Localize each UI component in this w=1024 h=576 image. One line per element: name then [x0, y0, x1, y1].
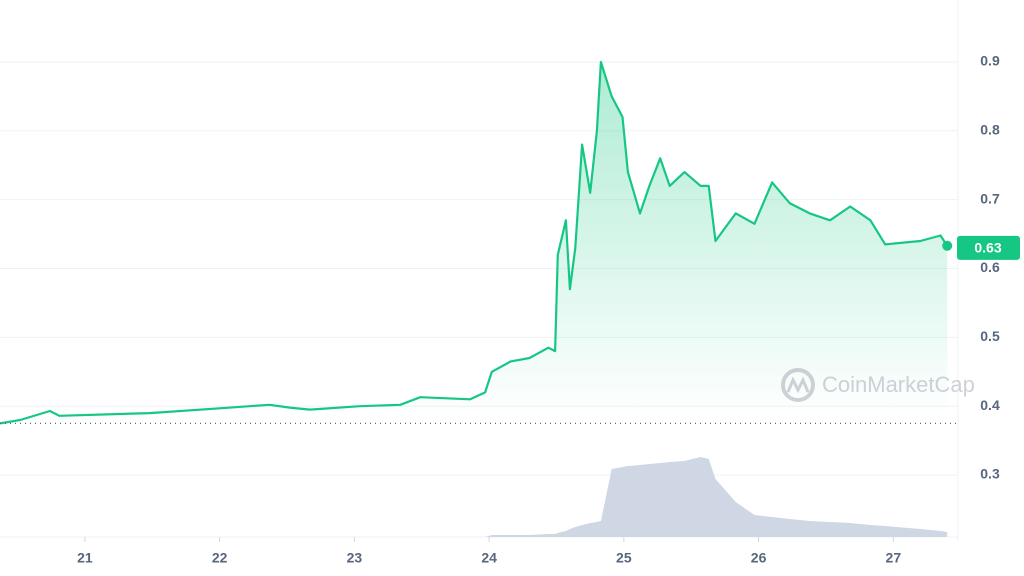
price-end-dot — [942, 240, 953, 251]
y-tick-label: 0.4 — [980, 397, 1000, 413]
price-area — [0, 62, 948, 537]
watermark-logo-mark — [786, 376, 810, 394]
y-tick-label: 0.7 — [980, 190, 1000, 206]
y-tick-label: 0.9 — [980, 53, 1000, 69]
watermark: CoinMarketCap — [781, 368, 975, 402]
x-tick-label: 25 — [616, 550, 632, 566]
watermark-text: CoinMarketCap — [822, 372, 975, 397]
x-tick-label: 21 — [77, 550, 93, 566]
x-tick-label: 22 — [212, 550, 228, 566]
price-line — [0, 60, 949, 425]
x-tick-label: 27 — [886, 550, 902, 566]
x-tick-label: 26 — [751, 550, 767, 566]
price-badge — [957, 235, 1020, 260]
y-tick-label: 0.3 — [980, 466, 1000, 482]
watermark-logo — [781, 368, 815, 402]
volume-area — [0, 457, 948, 537]
y-tick-label: 0.6 — [980, 259, 1000, 275]
x-tick-label: 24 — [481, 550, 497, 566]
price-badge-label: 0.63 — [974, 240, 1001, 256]
x-tick-label: 23 — [347, 550, 363, 566]
y-tick-label: 0.8 — [980, 122, 1000, 138]
y-tick-label: 0.5 — [980, 328, 1000, 344]
